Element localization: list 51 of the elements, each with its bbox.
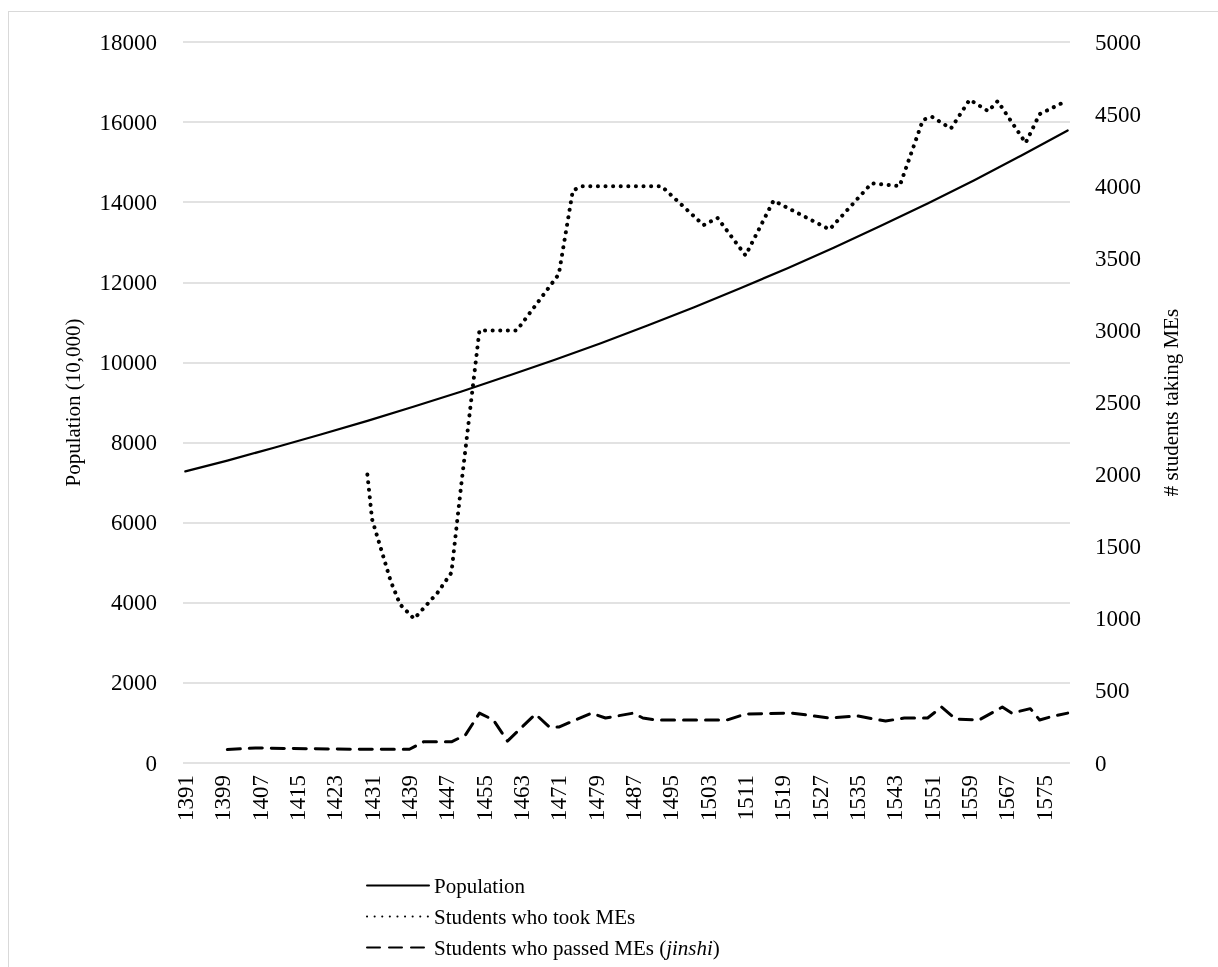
x-tick-label: 1479 bbox=[583, 775, 609, 821]
y2-axis-title: # students taking MEs bbox=[1158, 308, 1183, 497]
x-tick-label: 1415 bbox=[284, 775, 310, 821]
legend-label: Students who passed MEs (jinshi) bbox=[434, 935, 720, 960]
x-tick-label: 1455 bbox=[471, 775, 497, 821]
x-tick-label: 1423 bbox=[322, 775, 348, 821]
x-tick-label: 1543 bbox=[882, 775, 908, 821]
y2-tick-label: 500 bbox=[1095, 678, 1130, 704]
x-tick-label: 1535 bbox=[845, 775, 871, 821]
y-tick-label: 10000 bbox=[99, 349, 157, 375]
y-tick-label: 6000 bbox=[111, 510, 157, 536]
x-tick-label: 1567 bbox=[994, 775, 1020, 821]
x-tick-label: 1527 bbox=[807, 775, 833, 821]
x-tick-label: 1495 bbox=[658, 775, 684, 821]
x-tick-label: 1407 bbox=[247, 775, 273, 821]
y2-tick-label: 3500 bbox=[1095, 245, 1141, 271]
x-tick-label: 1559 bbox=[957, 775, 983, 821]
line-series bbox=[225, 705, 1070, 752]
y2-tick-label: 2000 bbox=[1095, 462, 1141, 488]
y-tick-label: 14000 bbox=[99, 189, 157, 215]
y-tick-label: 2000 bbox=[111, 670, 157, 696]
y2-tick-label: 4000 bbox=[1095, 173, 1141, 199]
legend-label: Population bbox=[434, 873, 526, 898]
y-tick-label: 16000 bbox=[99, 109, 157, 135]
y2-tick-label: 1500 bbox=[1095, 534, 1141, 560]
x-tick-label: 1471 bbox=[546, 775, 572, 821]
x-tick-label: 1511 bbox=[733, 775, 759, 821]
y-axis-title: Population (10,000) bbox=[60, 318, 85, 487]
y-tick-label: 12000 bbox=[99, 269, 157, 295]
x-tick-label: 1391 bbox=[172, 775, 198, 821]
x-tick-label: 1399 bbox=[210, 775, 236, 821]
y2-tick-label: 0 bbox=[1095, 750, 1107, 776]
x-tick-label: 1551 bbox=[919, 775, 945, 821]
x-tick-label: 1503 bbox=[695, 775, 721, 821]
y2-tick-label: 4500 bbox=[1095, 101, 1141, 127]
x-tick-label: 1439 bbox=[396, 775, 422, 821]
y2-tick-label: 5000 bbox=[1095, 29, 1141, 55]
y-tick-label: 8000 bbox=[111, 430, 157, 456]
y2-tick-label: 2500 bbox=[1095, 390, 1141, 415]
y2-tick-label: 1000 bbox=[1095, 606, 1141, 632]
x-tick-label: 1431 bbox=[359, 775, 385, 821]
y-tick-label: 18000 bbox=[99, 29, 157, 55]
legend-label: Students who took MEs bbox=[434, 904, 636, 929]
x-tick-label: 1575 bbox=[1031, 775, 1057, 821]
y-tick-label: 4000 bbox=[111, 590, 157, 616]
x-tick-label: 1519 bbox=[770, 775, 796, 821]
x-tick-label: 1447 bbox=[434, 775, 460, 821]
y2-tick-label: 3000 bbox=[1095, 317, 1141, 343]
x-tick-label: 1463 bbox=[508, 775, 534, 821]
y-tick-label: 0 bbox=[145, 750, 157, 776]
x-tick-label: 1487 bbox=[621, 775, 646, 821]
